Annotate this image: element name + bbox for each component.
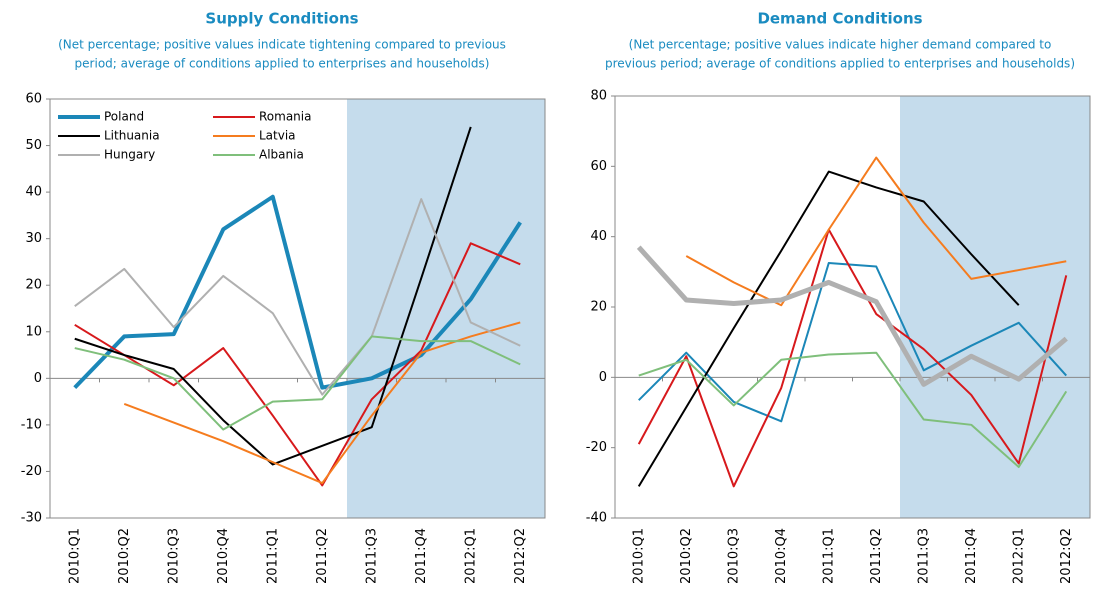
chart-subtitle: (Net percentage; positive values indicat… [58, 38, 506, 52]
x-tick-label: 2010:Q4 [216, 528, 231, 584]
y-tick-label: 50 [25, 138, 42, 153]
series-line [73, 194, 522, 390]
shaded-region [347, 99, 545, 518]
y-tick-label: -30 [21, 511, 42, 526]
y-tick-label: 0 [599, 370, 607, 385]
x-tick-label: 2010:Q1 [67, 528, 82, 584]
chart-title: Supply Conditions [205, 10, 358, 28]
series-line [636, 245, 1068, 387]
series-line [638, 262, 1067, 423]
legend-label: Hungary [104, 148, 155, 162]
series-line [74, 198, 521, 396]
x-tick-label: 2011:Q1 [265, 528, 280, 584]
x-tick-label: 2011:Q2 [869, 528, 884, 584]
x-tick-label: 2011:Q3 [364, 528, 379, 584]
x-tick-label: 2012:Q2 [1059, 528, 1074, 584]
chart-subtitle: (Net percentage; positive values indicat… [629, 38, 1052, 52]
legend-label: Latvia [259, 129, 296, 143]
series-line [74, 126, 472, 466]
x-tick-label: 2010:Q3 [726, 528, 741, 584]
series-line [74, 335, 521, 431]
x-tick-label: 2010:Q2 [117, 528, 132, 584]
legend-label: Romania [259, 110, 311, 124]
shaded-region [900, 96, 1090, 518]
y-tick-label: -10 [21, 417, 42, 432]
y-tick-label: 60 [25, 92, 42, 107]
y-tick-label: 30 [25, 231, 42, 246]
x-tick-label: 2011:Q2 [315, 528, 330, 584]
series-line [637, 228, 1068, 488]
y-tick-label: -20 [586, 440, 607, 455]
y-tick-label: 40 [590, 229, 607, 244]
legend-label: Lithuania [104, 129, 160, 143]
y-tick-label: 60 [590, 159, 607, 174]
y-tick-label: 20 [590, 300, 607, 315]
series-line [74, 242, 521, 487]
y-tick-label: -20 [21, 464, 42, 479]
chart-subtitle: period; average of conditions applied to… [75, 57, 490, 71]
x-tick-label: 2011:Q4 [414, 528, 429, 584]
x-tick-label: 2010:Q2 [679, 528, 694, 584]
y-tick-label: 40 [25, 185, 42, 200]
x-tick-label: 2011:Q3 [916, 528, 931, 584]
x-tick-label: 2012:Q1 [463, 528, 478, 584]
x-tick-label: 2010:Q1 [631, 528, 646, 584]
legend-label: Poland [104, 110, 144, 124]
series-line [637, 170, 1020, 487]
x-tick-label: 2010:Q3 [166, 528, 181, 584]
x-tick-label: 2011:Q4 [964, 528, 979, 584]
legend-label: Albania [259, 148, 304, 162]
y-tick-label: 0 [34, 371, 42, 386]
series-line [685, 156, 1067, 307]
x-tick-label: 2012:Q1 [1011, 528, 1026, 584]
y-tick-label: 20 [25, 278, 42, 293]
x-tick-label: 2010:Q4 [774, 528, 789, 584]
y-tick-label: 10 [25, 324, 42, 339]
x-tick-label: 2011:Q1 [821, 528, 836, 584]
plot-frame [49, 98, 546, 519]
x-tick-label: 2012:Q2 [513, 528, 528, 584]
y-tick-label: 80 [590, 89, 607, 104]
series-line [638, 351, 1068, 469]
chart-title: Demand Conditions [757, 10, 922, 28]
chart-subtitle: previous period; average of conditions a… [605, 57, 1075, 71]
y-tick-label: -40 [586, 511, 607, 526]
